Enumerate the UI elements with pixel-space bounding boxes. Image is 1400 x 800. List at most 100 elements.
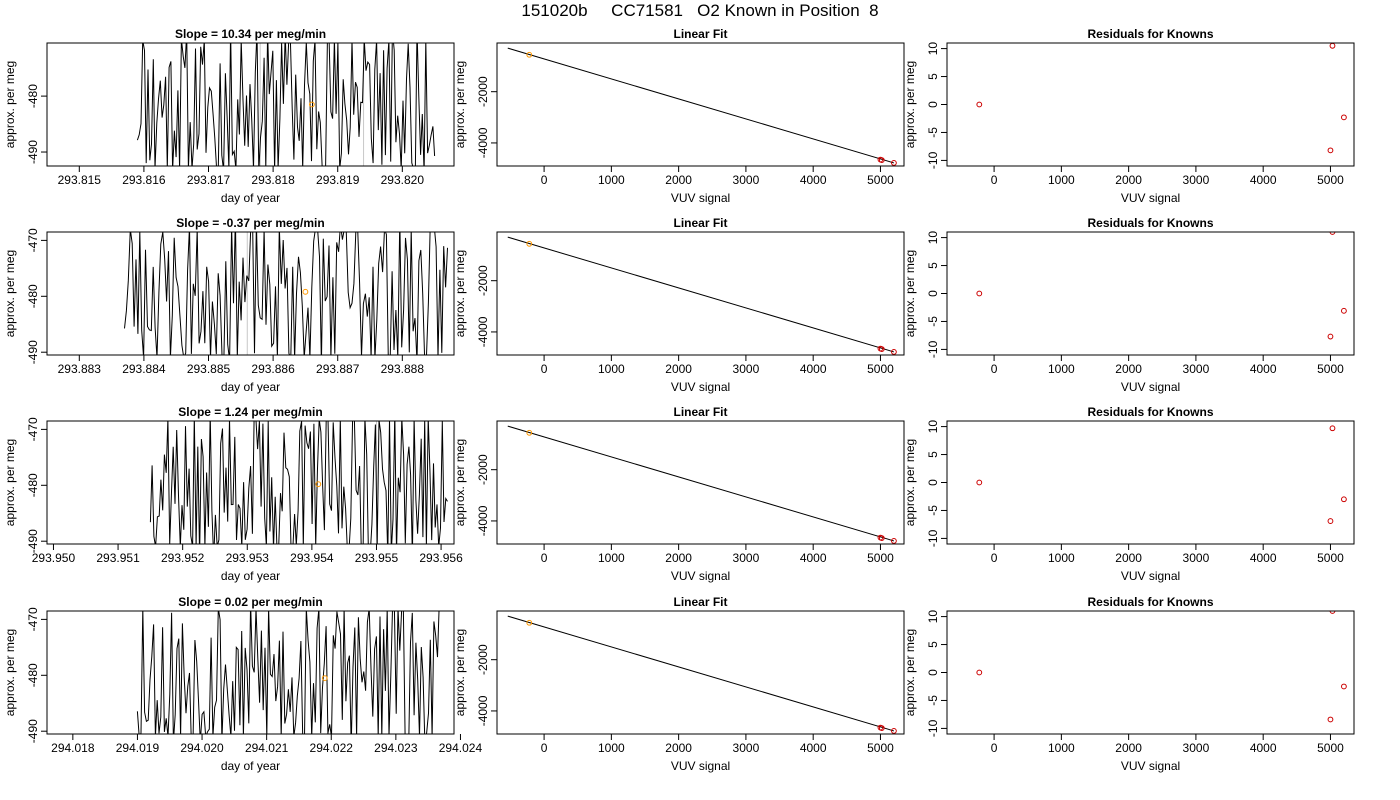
data-point [1341, 683, 1347, 690]
y-axis-label: approx. per meg [453, 61, 467, 148]
x-tick-label: 293.884 [122, 362, 166, 376]
x-tick-label: 293.955 [355, 551, 399, 565]
x-tick-label: 5000 [867, 173, 894, 187]
x-tick-label: 293.952 [161, 551, 205, 565]
x-tick-label: 0 [991, 173, 998, 187]
panel-title: Slope = -0.37 per meg/min [176, 216, 324, 230]
data-point [1327, 716, 1334, 723]
x-tick-label: 294.024 [439, 741, 483, 755]
data-point [976, 669, 983, 676]
x-tick-label: 0 [991, 362, 998, 376]
x-tick-label: 293.954 [290, 551, 334, 565]
data-point [976, 290, 983, 297]
panel-r2-c2: Linear Fit VUV signal approx. per meg 0 1000… [453, 216, 905, 394]
data-point [302, 288, 309, 295]
panel-r1-c3: Residuals for Knowns VUV signal approx. pe… [903, 27, 1355, 205]
y-axis-label: approx. per meg [903, 439, 917, 526]
y-axis-label: approx. per meg [453, 439, 467, 526]
x-tick-label: 293.815 [58, 173, 102, 187]
y-tick-label: -4000 [476, 127, 490, 158]
x-axis-label: VUV signal [671, 380, 730, 394]
data-point [976, 479, 983, 486]
plot-area [507, 615, 897, 734]
x-tick-label: 3000 [1183, 551, 1210, 565]
panel-title: Residuals for Knowns [1087, 405, 1213, 419]
x-axis-label: day of year [221, 759, 280, 773]
y-tick-label: -10 [926, 151, 940, 169]
y-tick-label: -10 [926, 340, 940, 358]
x-tick-label: 293.820 [381, 173, 425, 187]
x-tick-label: 5000 [1317, 551, 1344, 565]
x-tick-label: 293.819 [316, 173, 360, 187]
x-tick-label: 293.956 [419, 551, 463, 565]
plot-area [124, 232, 448, 355]
y-tick-label: 10 [926, 231, 940, 245]
y-tick-label: -4000 [476, 505, 490, 536]
x-tick-label: 0 [991, 551, 998, 565]
fit-line [507, 615, 895, 732]
panel-r3-c3: Residuals for Knowns VUV signal approx. pe… [903, 405, 1355, 583]
x-tick-label: 1000 [598, 362, 625, 376]
x-tick-label: 294.018 [51, 741, 95, 755]
known-point [891, 160, 897, 166]
x-tick-label: 0 [541, 362, 548, 376]
x-axis-label: VUV signal [1121, 759, 1180, 773]
panel-title: Linear Fit [673, 216, 727, 230]
x-tick-label: 0 [541, 551, 548, 565]
data-point [1329, 425, 1336, 432]
y-axis-label: approx. per meg [903, 629, 917, 716]
x-tick-label: 3000 [1183, 741, 1210, 755]
plot-area [976, 232, 1347, 340]
x-tick-label: 293.818 [251, 173, 295, 187]
y-tick-label: -2000 [476, 644, 490, 675]
y-tick-label: -2000 [476, 265, 490, 296]
y-tick-label: -470 [26, 417, 40, 441]
x-tick-label: 293.950 [32, 551, 76, 565]
y-tick-label: 0 [926, 669, 940, 676]
data-point [308, 101, 315, 108]
data-point [1341, 496, 1347, 503]
panel-r1-c2: Linear Fit VUV signal approx. per meg 0 1000… [453, 27, 905, 205]
x-tick-label: 5000 [1317, 362, 1344, 376]
x-tick-label: 0 [991, 741, 998, 755]
plot-area [507, 236, 897, 355]
x-tick-label: 4000 [1250, 362, 1277, 376]
y-axis-label: approx. per meg [3, 629, 17, 716]
x-tick-label: 2000 [665, 362, 692, 376]
plot-frame [496, 231, 905, 356]
y-tick-label: -480 [26, 473, 40, 497]
panel-title: Linear Fit [673, 27, 727, 41]
plot-area [136, 43, 436, 166]
y-tick-label: -5 [926, 316, 940, 327]
x-axis-label: day of year [221, 569, 280, 583]
y-tick-label: 5 [926, 262, 940, 269]
x-tick-label: 4000 [800, 173, 827, 187]
plot-frame [496, 420, 905, 545]
panel-r2-c1: Slope = -0.37 per meg/min day of year appr… [3, 216, 455, 394]
known-point [878, 157, 885, 164]
x-tick-label: 293.816 [122, 173, 166, 187]
panel-r4-c2: Linear Fit VUV signal approx. per meg 0 1000… [453, 595, 905, 773]
x-axis-label: VUV signal [1121, 380, 1180, 394]
x-tick-label: 293.888 [381, 362, 425, 376]
y-tick-label: 0 [926, 290, 940, 297]
x-tick-label: 4000 [1250, 173, 1277, 187]
x-axis-label: day of year [221, 380, 280, 394]
plot-area [507, 47, 897, 166]
x-tick-label: 5000 [867, 741, 894, 755]
plot-area [976, 611, 1347, 723]
fit-line [507, 236, 895, 353]
x-tick-label: 3000 [733, 173, 760, 187]
y-tick-label: 5 [926, 641, 940, 648]
y-tick-label: -5 [926, 695, 940, 706]
known-point [891, 728, 897, 734]
x-tick-label: 293.953 [226, 551, 270, 565]
x-tick-label: 2000 [1115, 741, 1142, 755]
panel-title: Residuals for Knowns [1087, 595, 1213, 609]
x-tick-label: 2000 [1115, 362, 1142, 376]
plot-frame [946, 610, 1355, 735]
plot-area [136, 611, 442, 734]
data-point [315, 481, 322, 488]
y-axis-label: approx. per meg [3, 61, 17, 148]
y-tick-label: -490 [26, 340, 40, 364]
